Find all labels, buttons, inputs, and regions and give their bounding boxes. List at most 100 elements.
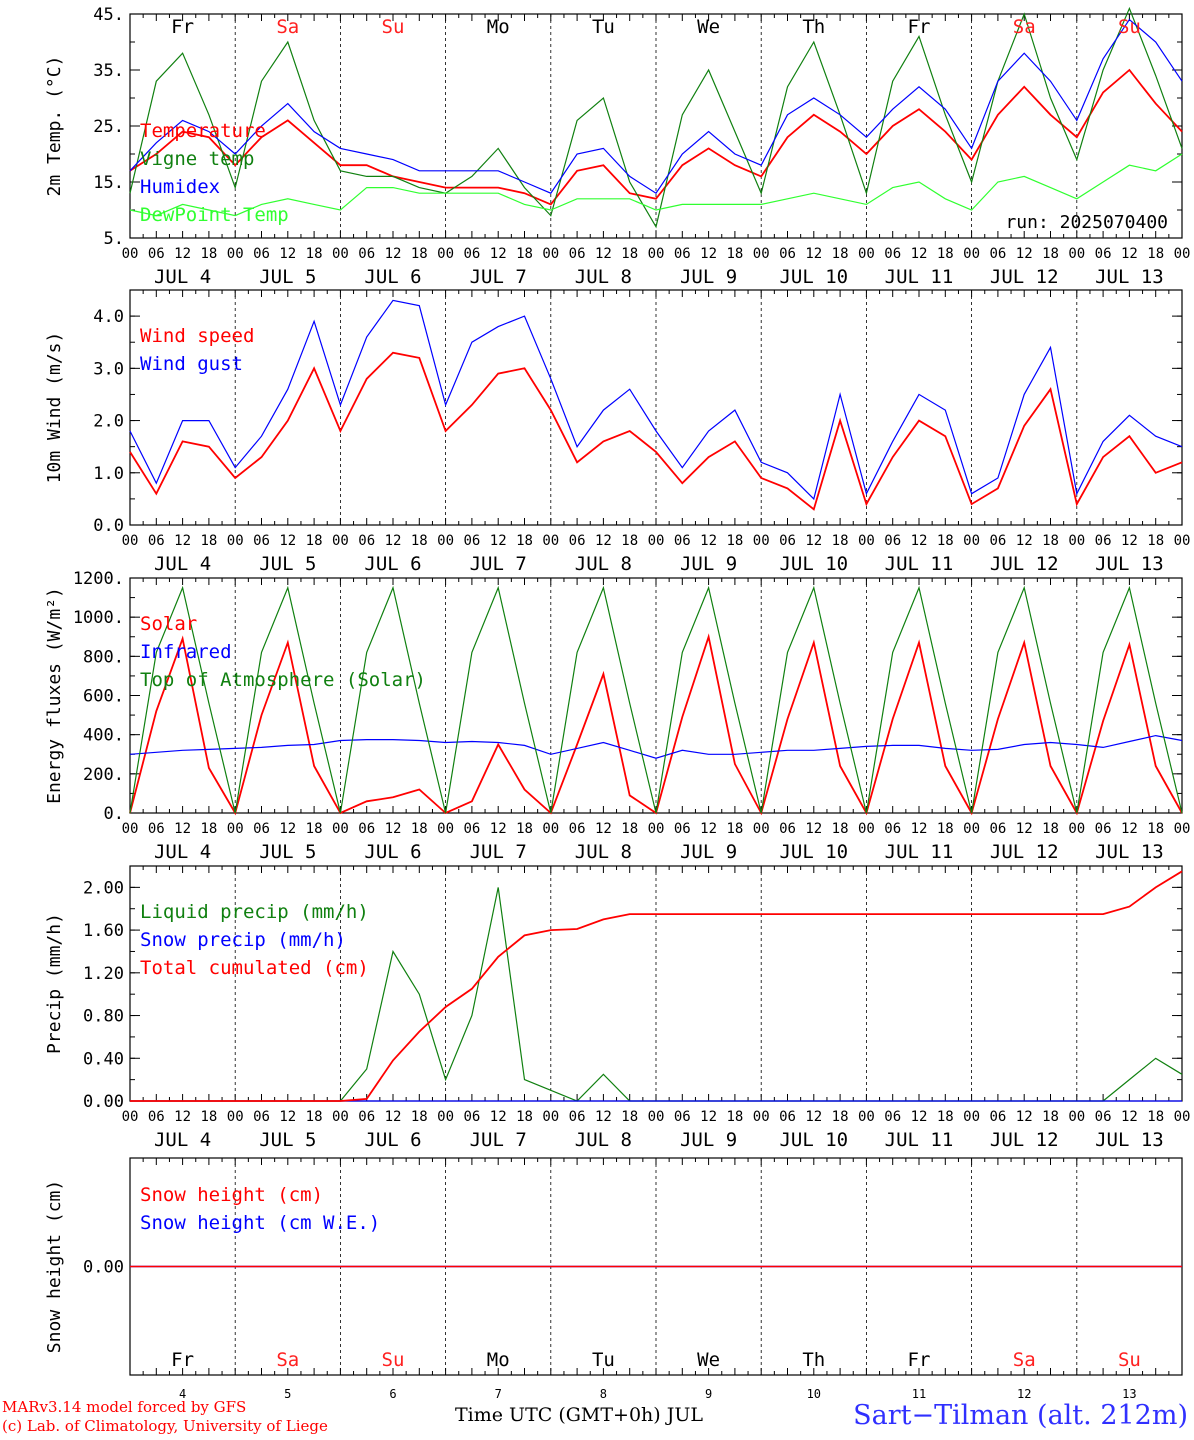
hour-tick-label: 06 bbox=[674, 533, 691, 549]
hour-tick-label: 12 bbox=[174, 821, 191, 837]
hour-tick-label: 18 bbox=[1042, 533, 1059, 549]
day-label: JUL 5 bbox=[259, 553, 316, 575]
hour-tick-label: 12 bbox=[700, 1109, 717, 1125]
day-number: 8 bbox=[600, 1387, 607, 1401]
weekday-label: Su bbox=[1118, 16, 1141, 38]
hour-tick-label: 18 bbox=[1147, 246, 1164, 262]
day-number: 10 bbox=[807, 1387, 821, 1401]
y-tick-label: 800. bbox=[83, 647, 124, 667]
weekday-label: Sa bbox=[276, 1349, 299, 1371]
hour-tick-label: 18 bbox=[621, 821, 638, 837]
hour-tick-label: 12 bbox=[490, 1109, 507, 1125]
day-label: JUL 4 bbox=[154, 1129, 211, 1151]
weekday-label: Su bbox=[382, 16, 405, 38]
series-infrared bbox=[129, 734, 1183, 759]
day-label: JUL 12 bbox=[990, 553, 1059, 575]
day-number: 9 bbox=[705, 1387, 712, 1401]
hour-tick-label: 06 bbox=[463, 821, 480, 837]
weekday-label: Tu bbox=[592, 1349, 615, 1371]
hour-tick-label: 18 bbox=[832, 821, 849, 837]
day-label: JUL 9 bbox=[680, 266, 737, 288]
day-label: JUL 7 bbox=[470, 1129, 527, 1151]
hour-tick-label: 06 bbox=[148, 246, 165, 262]
weekday-label: Fr bbox=[171, 16, 194, 38]
hour-tick-label: 18 bbox=[621, 533, 638, 549]
hour-tick-label: 00 bbox=[753, 246, 770, 262]
weekday-label: Fr bbox=[171, 1349, 194, 1371]
weekday-label: Fr bbox=[908, 1349, 931, 1371]
hour-tick-label: 12 bbox=[595, 1109, 612, 1125]
weekday-label: Tu bbox=[592, 16, 615, 38]
hour-tick-label: 06 bbox=[884, 821, 901, 837]
panel-5: 0.00 Snow height (cm) Snow height (cm) Snow… bbox=[44, 1157, 1183, 1376]
day-label: JUL 5 bbox=[259, 266, 316, 288]
hour-tick-label: 00 bbox=[542, 821, 559, 837]
hour-tick-label: 06 bbox=[779, 1109, 796, 1125]
hour-tick-label: 06 bbox=[779, 533, 796, 549]
hour-tick-label: 12 bbox=[1121, 533, 1138, 549]
legend-solar: Solar bbox=[140, 613, 197, 635]
weekday-label: We bbox=[697, 1349, 720, 1371]
hour-tick-label: 00 bbox=[1174, 533, 1191, 549]
hour-tick-label: 12 bbox=[279, 246, 296, 262]
hour-tick-label: 06 bbox=[884, 1109, 901, 1125]
panel-2: 0.0 1.0 2.0 3.0 4.0 10m Wind (m/s) 00 06 12 18 JUL… bbox=[44, 289, 1191, 575]
hour-tick-label: 00 bbox=[858, 246, 875, 262]
hour-tick-label: 12 bbox=[490, 533, 507, 549]
hour-tick-label: 18 bbox=[411, 1109, 428, 1125]
hour-tick-label: 00 bbox=[542, 533, 559, 549]
hour-tick-label: 06 bbox=[569, 821, 586, 837]
panel-4: 0.00 0.40 0.80 1.20 1.60 2.00 Precip (mm/h) 00 0… bbox=[44, 865, 1191, 1151]
day-label: JUL 9 bbox=[680, 841, 737, 863]
hour-tick-label: 12 bbox=[805, 246, 822, 262]
legend-snow-precip-mm-h-: Snow precip (mm/h) bbox=[140, 929, 346, 951]
hour-tick-label: 12 bbox=[490, 821, 507, 837]
hour-tick-label: 18 bbox=[200, 821, 217, 837]
hour-tick-label: 00 bbox=[437, 246, 454, 262]
legend-snow-height-cm-: Snow height (cm) bbox=[140, 1184, 323, 1206]
day-label: JUL 13 bbox=[1095, 1129, 1164, 1151]
hour-tick-label: 06 bbox=[779, 821, 796, 837]
y-axis-title: 2m Temp. (°C) bbox=[44, 56, 65, 197]
y-tick-label: 600. bbox=[83, 687, 124, 707]
day-number: 13 bbox=[1122, 1387, 1136, 1401]
day-label: JUL 13 bbox=[1095, 553, 1164, 575]
hour-tick-label: 00 bbox=[1068, 821, 1085, 837]
hour-tick-label: 18 bbox=[411, 533, 428, 549]
hour-tick-label: 00 bbox=[122, 1109, 139, 1125]
hour-tick-label: 00 bbox=[648, 533, 665, 549]
hour-tick-label: 00 bbox=[332, 1109, 349, 1125]
station-name: Sart−Tilman (alt. 212m) bbox=[853, 1400, 1188, 1431]
y-tick-label: 3.0 bbox=[93, 359, 124, 379]
day-label: JUL 6 bbox=[364, 841, 421, 863]
hour-tick-label: 06 bbox=[1095, 1109, 1112, 1125]
hour-tick-label: 06 bbox=[358, 821, 375, 837]
hour-tick-label: 00 bbox=[1174, 1109, 1191, 1125]
hour-tick-label: 00 bbox=[122, 533, 139, 549]
hour-tick-label: 18 bbox=[726, 533, 743, 549]
day-number: 4 bbox=[179, 1387, 186, 1401]
y-tick-label: 15. bbox=[93, 173, 124, 193]
y-tick-label: 400. bbox=[83, 726, 124, 746]
hour-tick-label: 12 bbox=[385, 821, 402, 837]
day-label: JUL 11 bbox=[885, 841, 954, 863]
y-tick-label: 0.80 bbox=[83, 1007, 124, 1027]
hour-tick-label: 18 bbox=[937, 1109, 954, 1125]
hour-tick-label: 06 bbox=[989, 246, 1006, 262]
y-tick-label: 0.00 bbox=[83, 1092, 124, 1112]
hour-tick-label: 18 bbox=[411, 246, 428, 262]
weekday-label: Sa bbox=[1013, 16, 1036, 38]
hour-tick-label: 12 bbox=[595, 533, 612, 549]
day-label: JUL 4 bbox=[154, 553, 211, 575]
hour-tick-label: 00 bbox=[332, 533, 349, 549]
day-label: JUL 11 bbox=[885, 266, 954, 288]
hour-tick-label: 12 bbox=[1121, 821, 1138, 837]
hour-tick-label: 12 bbox=[805, 533, 822, 549]
hour-tick-label: 00 bbox=[227, 821, 244, 837]
hour-tick-label: 12 bbox=[385, 533, 402, 549]
hour-tick-label: 06 bbox=[148, 1109, 165, 1125]
hour-tick-label: 06 bbox=[569, 533, 586, 549]
y-tick-label: 1.20 bbox=[83, 964, 124, 984]
hour-tick-label: 12 bbox=[1016, 533, 1033, 549]
day-label: JUL 8 bbox=[575, 1129, 632, 1151]
